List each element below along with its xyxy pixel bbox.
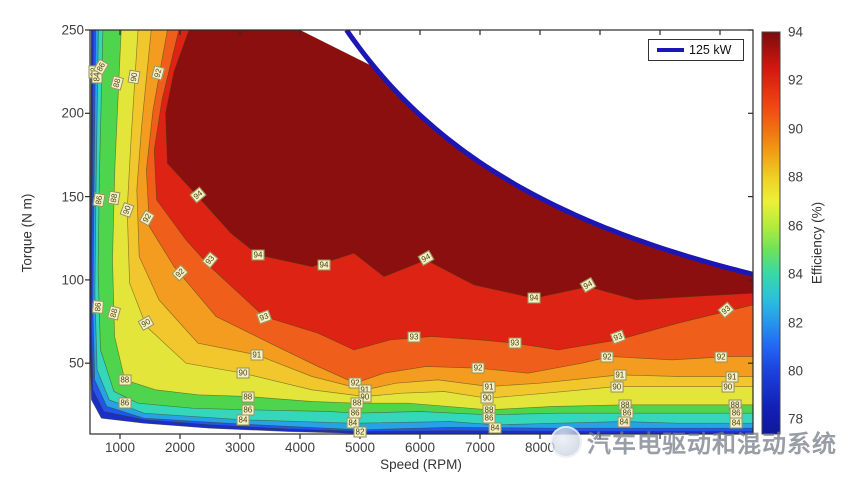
legend: 125 kW (648, 39, 744, 61)
y-axis-label: Torque (N m) (19, 193, 35, 273)
watermark-text: 汽车电驱动和混动系统 (587, 431, 837, 458)
power-curve-line-icon (657, 48, 684, 52)
colorbar-label: Efficiency (%) (809, 201, 825, 285)
watermark-logo-icon (550, 425, 582, 458)
watermark: 汽车电驱动和混动系统 (550, 424, 837, 459)
legend-label: 125 kW (689, 43, 732, 57)
x-axis-label: Speed (RPM) (380, 457, 462, 472)
